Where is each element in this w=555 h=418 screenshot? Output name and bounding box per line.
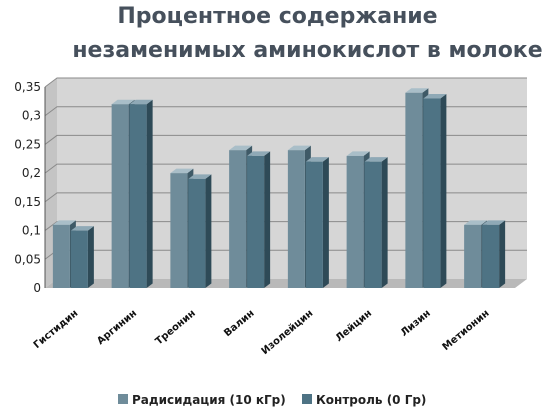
bar-top [305, 157, 329, 162]
legend-swatch [302, 394, 312, 404]
y-tick-label: 0,25 [14, 137, 41, 151]
bar-top [111, 99, 135, 105]
bar-top [405, 88, 429, 93]
gridline [44, 77, 527, 88]
bar [482, 224, 500, 288]
chart-title-line-1: Процентное содержание [117, 4, 438, 29]
bar [423, 98, 441, 288]
x-category-label: Лейцин [334, 308, 374, 344]
y-tick-label: 0,05 [14, 252, 41, 266]
bar-side [440, 93, 447, 288]
legend-swatch [118, 394, 128, 404]
bar [364, 161, 382, 288]
bar [70, 230, 88, 288]
bar [170, 173, 188, 288]
bar-top [70, 226, 94, 231]
bar [111, 104, 129, 288]
bar-top [129, 99, 153, 105]
bar [247, 155, 265, 288]
bar-side [264, 151, 271, 288]
legend-label: Радисидация (10 кГр) [132, 393, 286, 407]
y-tick-label: 0,15 [14, 195, 41, 209]
bar-top [482, 220, 506, 225]
x-category-label: Аргинин [95, 308, 139, 347]
y-tick-label: 0,1 [22, 224, 41, 238]
bar [188, 178, 206, 288]
bar-top [364, 157, 388, 162]
bar [287, 150, 305, 288]
bar [464, 224, 482, 288]
bar-top [52, 220, 76, 225]
bar [129, 104, 147, 288]
bar-side [322, 157, 329, 288]
bar [346, 155, 364, 288]
gridline [44, 106, 527, 117]
x-category-label: Метионин [441, 308, 492, 353]
bar-top [346, 151, 370, 156]
bar-top [247, 151, 271, 156]
y-tick-label: 0,35 [14, 80, 41, 94]
bar-side [499, 220, 506, 288]
bar-side [205, 174, 212, 288]
bar-top [287, 145, 311, 151]
bar [229, 150, 247, 288]
y-tick-label: 0 [33, 281, 41, 295]
bar-side [381, 157, 388, 288]
x-category-label: Треонин [154, 308, 198, 348]
y-tick-label: 0,3 [22, 109, 41, 123]
legend-label: Контроль (0 Гр) [316, 393, 426, 407]
bar [405, 92, 423, 288]
x-category-label: Изолейцин [260, 308, 316, 357]
bar-side [87, 226, 94, 288]
x-category-label: Гистидин [32, 308, 81, 351]
bar-top [170, 168, 194, 174]
bar-top [229, 145, 253, 151]
gridline [44, 134, 527, 145]
y-tick-label: 0,2 [22, 166, 41, 180]
bar [305, 161, 323, 288]
bar [52, 224, 70, 288]
x-category-label: Лизин [399, 308, 433, 339]
bar-top [423, 93, 447, 99]
x-category-label: Валин [222, 308, 256, 339]
bar-side [146, 99, 153, 288]
chart-title-line-2: незаменимых аминокислот в молоке [72, 38, 543, 63]
bar-top [188, 174, 212, 179]
bar-top [464, 220, 488, 225]
